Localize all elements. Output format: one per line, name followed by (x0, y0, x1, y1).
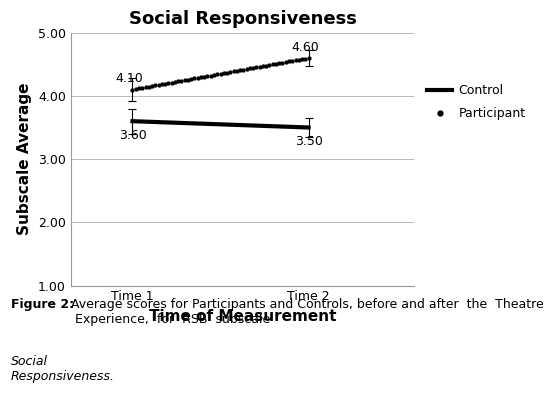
Text: Figure 2:: Figure 2: (11, 298, 78, 311)
Legend: Control, Participant: Control, Participant (427, 84, 526, 120)
Title: Social Responsiveness: Social Responsiveness (129, 10, 356, 28)
Text: 3.50: 3.50 (295, 135, 323, 148)
Text: Average scores for Participants and Controls, before and after  the  Theatre  Ex: Average scores for Participants and Cont… (71, 298, 544, 326)
Text: Social
Responsiveness.: Social Responsiveness. (11, 355, 115, 383)
Text: 4.10: 4.10 (115, 72, 143, 85)
Text: 3.60: 3.60 (119, 129, 147, 142)
Y-axis label: Subscale Average: Subscale Average (17, 83, 33, 235)
X-axis label: Time of Measurement: Time of Measurement (149, 309, 336, 324)
Text: 4.60: 4.60 (291, 40, 319, 53)
